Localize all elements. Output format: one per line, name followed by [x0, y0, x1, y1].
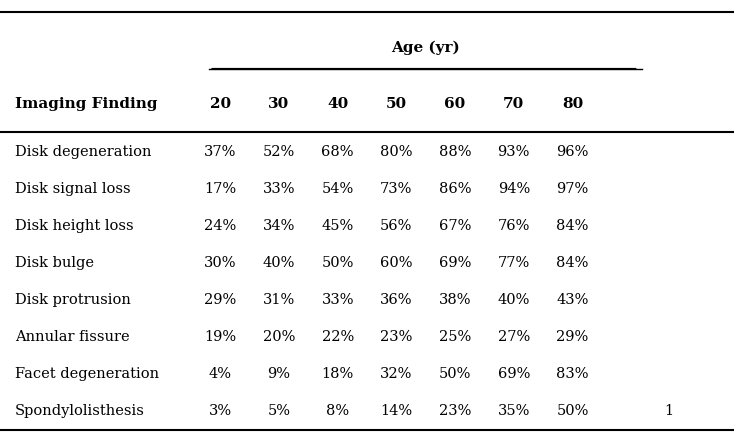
Text: 17%: 17%: [204, 182, 236, 196]
Text: 24%: 24%: [204, 219, 236, 233]
Text: 80: 80: [562, 97, 583, 111]
Text: 60: 60: [445, 97, 465, 111]
Text: 40%: 40%: [498, 293, 530, 306]
Text: 22%: 22%: [321, 329, 354, 343]
Text: 14%: 14%: [380, 403, 413, 417]
Text: Facet degeneration: Facet degeneration: [15, 366, 159, 380]
Text: 9%: 9%: [267, 366, 291, 380]
Text: 94%: 94%: [498, 182, 530, 196]
Text: 19%: 19%: [204, 329, 236, 343]
Text: 4%: 4%: [208, 366, 232, 380]
Text: 23%: 23%: [380, 329, 413, 343]
Text: Disk protrusion: Disk protrusion: [15, 293, 131, 306]
Text: 52%: 52%: [263, 145, 295, 159]
Text: 5%: 5%: [267, 403, 291, 417]
Text: 69%: 69%: [439, 256, 471, 270]
Text: Annular fissure: Annular fissure: [15, 329, 129, 343]
Text: 33%: 33%: [321, 293, 354, 306]
Text: 20: 20: [210, 97, 230, 111]
Text: 29%: 29%: [556, 329, 589, 343]
Text: 77%: 77%: [498, 256, 530, 270]
Text: 83%: 83%: [556, 366, 589, 380]
Text: 93%: 93%: [498, 145, 530, 159]
Text: 36%: 36%: [380, 293, 413, 306]
Text: 76%: 76%: [498, 219, 530, 233]
Text: 33%: 33%: [263, 182, 295, 196]
Text: 69%: 69%: [498, 366, 530, 380]
Text: Age (yr): Age (yr): [391, 40, 460, 55]
Text: Disk signal loss: Disk signal loss: [15, 182, 131, 196]
Text: 40%: 40%: [263, 256, 295, 270]
Text: 56%: 56%: [380, 219, 413, 233]
Text: 97%: 97%: [556, 182, 589, 196]
Text: 32%: 32%: [380, 366, 413, 380]
Text: 45%: 45%: [321, 219, 354, 233]
Text: 60%: 60%: [380, 256, 413, 270]
Text: 70: 70: [504, 97, 524, 111]
Text: 18%: 18%: [321, 366, 354, 380]
Text: 29%: 29%: [204, 293, 236, 306]
Text: Imaging Finding: Imaging Finding: [15, 97, 157, 111]
Text: Disk height loss: Disk height loss: [15, 219, 134, 233]
Text: 50%: 50%: [439, 366, 471, 380]
Text: 23%: 23%: [439, 403, 471, 417]
Text: Disk bulge: Disk bulge: [15, 256, 94, 270]
Text: 38%: 38%: [439, 293, 471, 306]
Text: 30%: 30%: [204, 256, 236, 270]
Text: Spondylolisthesis: Spondylolisthesis: [15, 403, 145, 417]
Text: 73%: 73%: [380, 182, 413, 196]
Text: 67%: 67%: [439, 219, 471, 233]
Text: 68%: 68%: [321, 145, 354, 159]
Text: 34%: 34%: [263, 219, 295, 233]
Text: 96%: 96%: [556, 145, 589, 159]
Text: 37%: 37%: [204, 145, 236, 159]
Text: 50: 50: [386, 97, 407, 111]
Text: 31%: 31%: [263, 293, 295, 306]
Text: 27%: 27%: [498, 329, 530, 343]
Text: 54%: 54%: [321, 182, 354, 196]
Text: 3%: 3%: [208, 403, 232, 417]
Text: 1: 1: [664, 403, 673, 417]
Text: 20%: 20%: [263, 329, 295, 343]
Text: 8%: 8%: [326, 403, 349, 417]
Text: 43%: 43%: [556, 293, 589, 306]
Text: 80%: 80%: [380, 145, 413, 159]
Text: 50%: 50%: [556, 403, 589, 417]
Text: 25%: 25%: [439, 329, 471, 343]
Text: 88%: 88%: [439, 145, 471, 159]
Text: 84%: 84%: [556, 256, 589, 270]
Text: Disk degeneration: Disk degeneration: [15, 145, 151, 159]
Text: 40: 40: [327, 97, 348, 111]
Text: 86%: 86%: [439, 182, 471, 196]
Text: 30: 30: [269, 97, 289, 111]
Text: 84%: 84%: [556, 219, 589, 233]
Text: 35%: 35%: [498, 403, 530, 417]
Text: 50%: 50%: [321, 256, 354, 270]
